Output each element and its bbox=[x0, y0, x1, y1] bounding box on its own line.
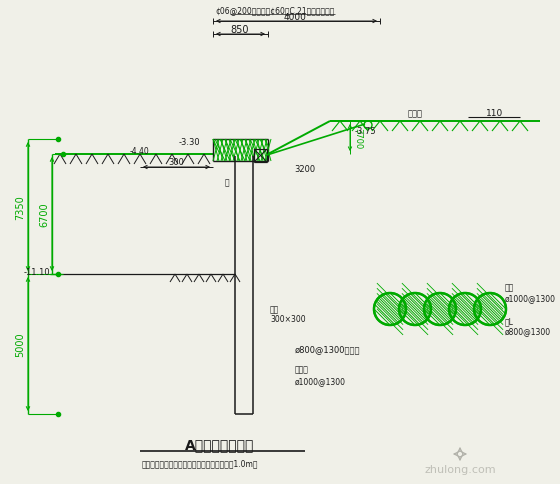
Text: 注：止水桩桩端穿过砂卵石层置入强风化土层1.0m。: 注：止水桩桩端穿过砂卵石层置入强风化土层1.0m。 bbox=[142, 458, 258, 468]
Text: ø800@1300钻孔桩: ø800@1300钻孔桩 bbox=[295, 345, 361, 354]
Circle shape bbox=[424, 293, 456, 325]
Text: 4000: 4000 bbox=[283, 13, 306, 21]
Circle shape bbox=[399, 293, 431, 325]
Text: 5000: 5000 bbox=[15, 332, 25, 357]
Text: 挡桩: 挡桩 bbox=[270, 305, 279, 314]
Text: 300×300: 300×300 bbox=[270, 315, 306, 324]
Text: 地L: 地L bbox=[505, 317, 514, 326]
Text: -3.75: -3.75 bbox=[354, 127, 376, 136]
Circle shape bbox=[474, 293, 506, 325]
Text: ø800@1300: ø800@1300 bbox=[505, 327, 551, 336]
Text: A区基坑支护剖面: A区基坑支护剖面 bbox=[185, 437, 255, 451]
Text: 7350: 7350 bbox=[15, 195, 25, 219]
Text: -3.30: -3.30 bbox=[179, 138, 200, 147]
Text: 850: 850 bbox=[231, 25, 249, 35]
Text: ø1000@1300: ø1000@1300 bbox=[295, 377, 346, 386]
Text: ¢06@200钢筋网，¢60桩C.21喷混凝土护面: ¢06@200钢筋网，¢60桩C.21喷混凝土护面 bbox=[215, 6, 335, 15]
Circle shape bbox=[449, 293, 481, 325]
Text: zhulong.com: zhulong.com bbox=[424, 464, 496, 474]
Text: -4.40: -4.40 bbox=[130, 147, 150, 156]
Text: 梁: 梁 bbox=[225, 178, 230, 187]
Text: -11.10: -11.10 bbox=[24, 268, 50, 277]
Text: ø1000@1300: ø1000@1300 bbox=[505, 294, 556, 303]
Text: 3700: 3700 bbox=[353, 128, 362, 149]
Text: 止水桩: 止水桩 bbox=[295, 365, 309, 374]
Text: 3200: 3200 bbox=[295, 165, 316, 174]
Text: 钢筋: 钢筋 bbox=[505, 283, 514, 292]
Text: 110: 110 bbox=[487, 109, 503, 118]
Text: 笔架路: 笔架路 bbox=[408, 109, 422, 118]
Text: 300: 300 bbox=[168, 158, 184, 167]
Text: 6700: 6700 bbox=[39, 202, 49, 227]
Circle shape bbox=[374, 293, 406, 325]
